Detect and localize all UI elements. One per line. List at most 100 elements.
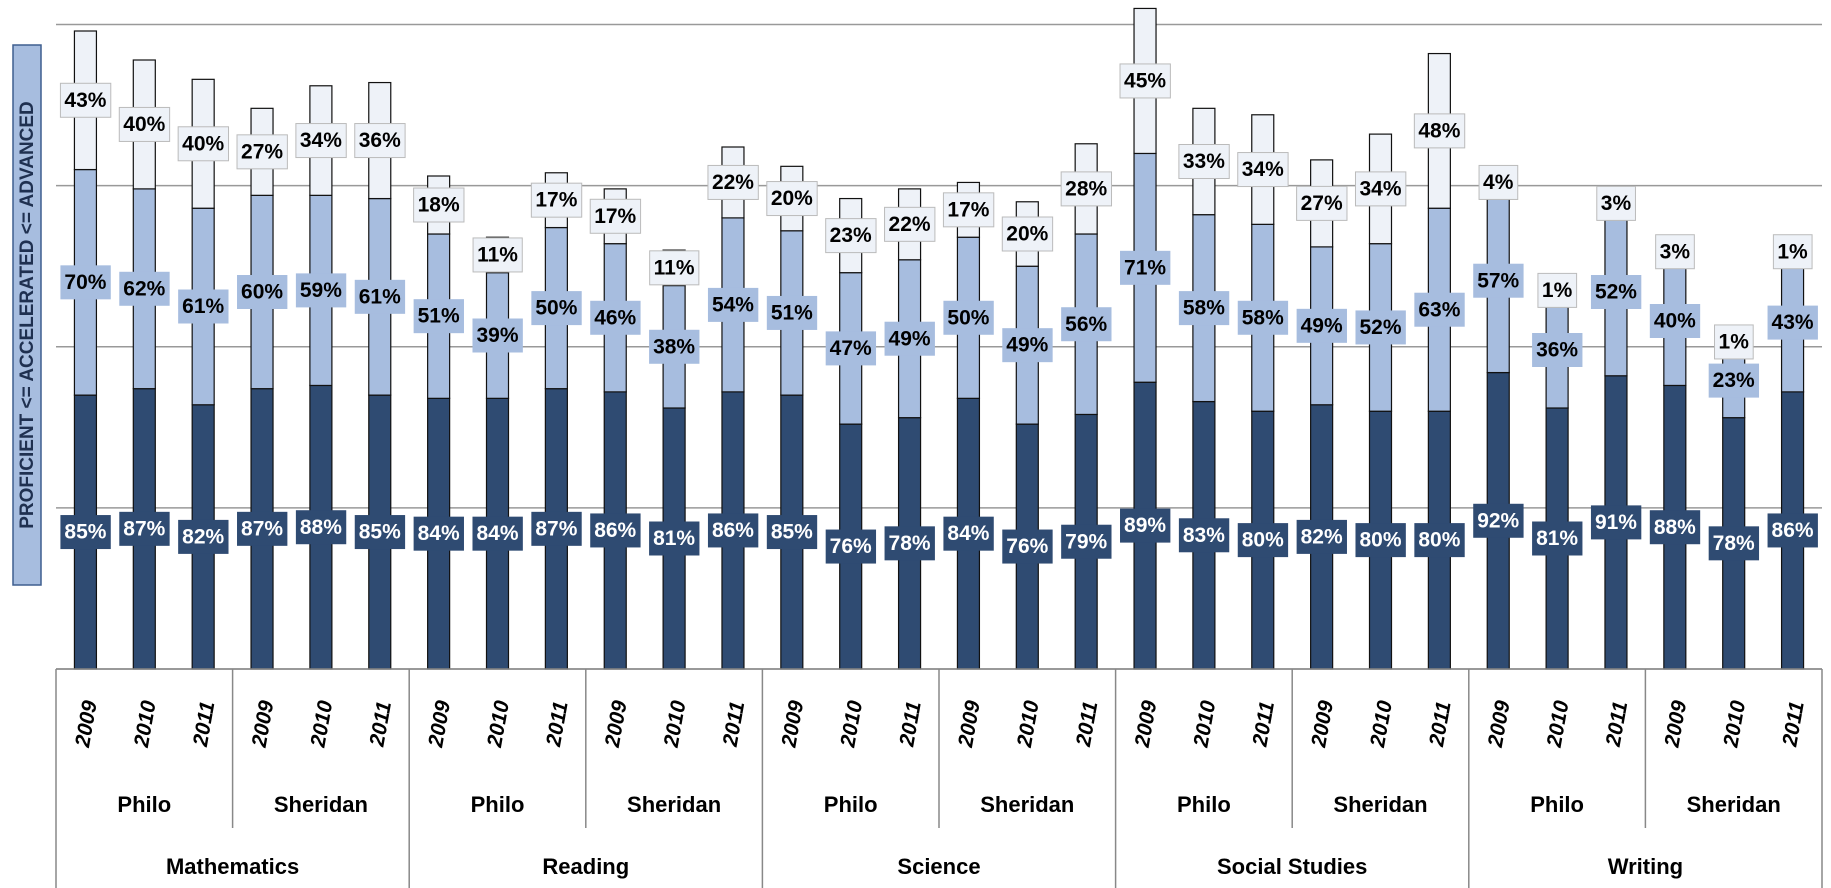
value-label-group: 86% <box>590 513 641 548</box>
value-label: 78% <box>1713 532 1755 555</box>
value-label-group: 70% <box>60 265 111 300</box>
value-label-group: 51% <box>413 299 464 334</box>
value-label-box <box>1178 291 1230 326</box>
value-label-box <box>413 516 464 551</box>
value-label-box <box>1061 307 1112 342</box>
value-label: 27% <box>241 140 283 163</box>
x-tick-label: 2010 <box>1013 699 1044 750</box>
value-label: 87% <box>241 517 283 540</box>
value-label: 28% <box>1065 177 1107 200</box>
value-label: 36% <box>1536 339 1578 362</box>
value-label: 4% <box>1483 171 1514 194</box>
subject-label: Social Studies <box>1217 854 1367 879</box>
value-label: 54% <box>712 293 754 316</box>
value-label-group: 40% <box>177 126 230 162</box>
value-label-box <box>1355 523 1406 558</box>
value-label: 84% <box>476 522 518 545</box>
value-label-group: 47% <box>825 331 877 366</box>
value-label: 91% <box>1595 511 1637 534</box>
school-label: Sheridan <box>1333 792 1427 817</box>
value-label-box <box>1767 305 1818 340</box>
value-label-box <box>1714 324 1754 360</box>
value-label-group: 62% <box>119 271 170 306</box>
value-label-box <box>825 529 877 564</box>
value-label: 17% <box>947 198 989 221</box>
value-label: 92% <box>1477 509 1519 532</box>
value-label-group: 39% <box>472 318 523 353</box>
school-label: Philo <box>1177 792 1231 817</box>
value-label: 17% <box>535 189 577 212</box>
value-label-group: 43% <box>59 82 112 118</box>
value-label-box <box>178 289 229 324</box>
value-label-group: 88% <box>1649 510 1701 545</box>
value-label: 22% <box>712 171 754 194</box>
value-label: 11% <box>477 243 518 266</box>
x-tick-label: 2011 <box>1778 700 1809 749</box>
value-label-box <box>472 516 523 551</box>
value-label: 1% <box>1777 240 1808 263</box>
value-label-box <box>766 515 818 550</box>
value-label-group: 34% <box>1354 171 1407 207</box>
value-label-group: 80% <box>1414 523 1465 558</box>
value-label-box <box>1414 292 1465 327</box>
value-label-box <box>1237 523 1289 558</box>
value-label-box <box>354 123 406 159</box>
value-label: 52% <box>1359 316 1401 339</box>
value-label-group: 23% <box>825 218 877 254</box>
y-label: PROFICIENT <= ACCELERATED <= ADVANCED <box>17 101 38 529</box>
value-label-group: 81% <box>649 521 700 556</box>
school-label: Sheridan <box>274 792 368 817</box>
x-tick-label: 2011 <box>1072 700 1103 749</box>
x-tick-label: 2009 <box>1307 699 1338 750</box>
value-label-box <box>1296 519 1347 554</box>
value-label-group: 85% <box>60 515 111 550</box>
value-label: 78% <box>889 532 931 555</box>
value-label-box <box>649 329 700 364</box>
value-label-group: 54% <box>707 287 759 322</box>
value-label: 49% <box>1006 334 1048 357</box>
x-tick-label: 2011 <box>365 700 396 749</box>
value-label-group: 48% <box>1413 113 1466 149</box>
value-label: 61% <box>359 285 401 308</box>
value-label: 33% <box>1183 150 1225 173</box>
value-label: 83% <box>1183 524 1225 547</box>
x-tick-label: 2010 <box>130 699 161 750</box>
value-label-group: 3% <box>1596 185 1636 221</box>
value-label-group: 59% <box>295 273 347 308</box>
x-tick-label: 2011 <box>719 700 750 749</box>
value-label: 57% <box>1477 269 1519 292</box>
value-label-box <box>1473 503 1524 538</box>
value-label-box <box>60 265 111 300</box>
value-label-group: 27% <box>236 134 288 170</box>
x-tick-label: 2010 <box>1543 699 1574 750</box>
value-label-box <box>1708 526 1760 561</box>
value-label-box <box>825 331 877 366</box>
value-label-group: 86% <box>1767 513 1818 548</box>
value-label-box <box>1061 524 1112 559</box>
value-label-group: 83% <box>1178 518 1230 553</box>
x-tick-label: 2009 <box>777 699 808 750</box>
value-label-group: 40% <box>1649 304 1701 338</box>
value-label-group: 82% <box>1296 519 1347 554</box>
value-label: 62% <box>123 277 165 300</box>
x-tick-label: 2011 <box>1248 700 1279 749</box>
value-labels: 85% 70% 43% 87% 62% 40% 82% 61% 40% 87% 60% 27% 88% 5… <box>59 63 1818 564</box>
value-label-box <box>1237 300 1289 335</box>
value-label-box <box>60 515 111 550</box>
value-label: 80% <box>1418 529 1460 552</box>
value-label-group: 78% <box>1708 526 1760 561</box>
value-label-box <box>413 187 465 223</box>
x-tick-label: 2011 <box>542 700 573 749</box>
value-label-box <box>649 250 700 286</box>
value-label: 85% <box>64 521 106 544</box>
value-label: 59% <box>300 279 342 302</box>
value-label: 1% <box>1542 279 1573 302</box>
value-label-group: 3% <box>1655 234 1695 270</box>
value-label-group: 1% <box>1537 272 1578 308</box>
x-tick-label: 2010 <box>1366 699 1397 750</box>
school-label: Philo <box>1530 792 1584 817</box>
x-tick-label: 2010 <box>836 699 867 750</box>
value-label-group: 85% <box>354 515 406 550</box>
x-tick-label: 2011 <box>1602 700 1633 749</box>
